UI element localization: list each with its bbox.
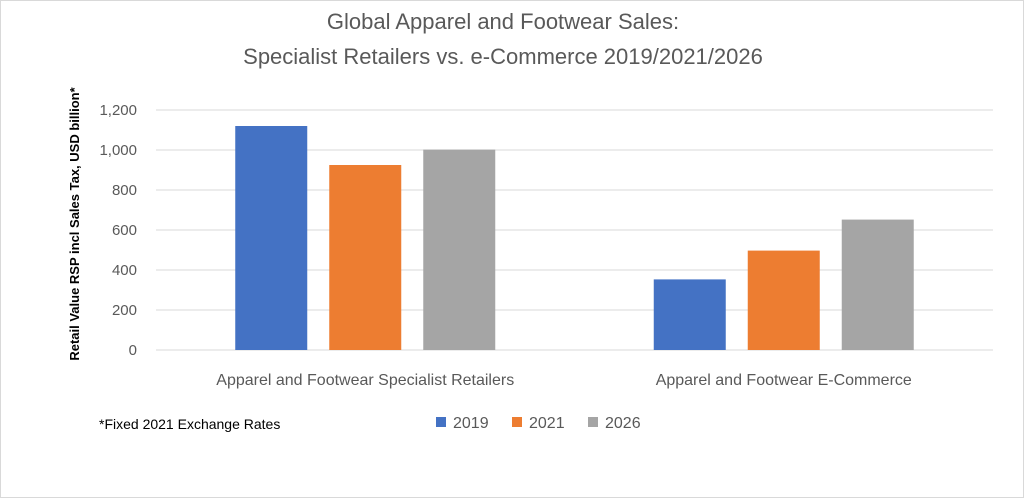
legend-label-2021: 2021 (529, 415, 565, 432)
y-tick-label: 800 (112, 182, 137, 199)
y-tick-label: 600 (112, 222, 137, 239)
y-tick-label: 200 (112, 302, 137, 319)
legend-swatch-2026 (588, 417, 598, 427)
x-axis-categories: Apparel and Footwear Specialist Retailer… (216, 372, 912, 389)
chart-title-line-1: Global Apparel and Footwear Sales: (327, 9, 679, 34)
legend-label-2026: 2026 (605, 415, 641, 432)
y-tick-label: 400 (112, 262, 137, 279)
legend: 2019 2021 2026 (436, 415, 641, 432)
legend-label-2019: 2019 (453, 415, 489, 432)
legend-swatch-2021 (512, 417, 522, 427)
bar-2021-specialist-retailers (329, 165, 402, 350)
bar-2026-specialist-retailers (423, 149, 496, 350)
y-axis-label: Retail Value RSP incl Sales Tax, USD bil… (67, 86, 82, 360)
bar-2026-e-commerce (841, 219, 914, 350)
bar-2019-e-commerce (653, 279, 726, 350)
bars (235, 126, 914, 350)
y-tick-label: 0 (129, 342, 137, 359)
y-tick-label: 1,000 (99, 142, 137, 159)
y-axis-ticks: 0 200 400 600 800 1,000 1,200 (99, 102, 137, 359)
bar-2019-specialist-retailers (235, 126, 308, 350)
x-category-label: Apparel and Footwear Specialist Retailer… (216, 372, 514, 389)
bar-2021-e-commerce (747, 250, 820, 350)
footnote: *Fixed 2021 Exchange Rates (99, 416, 280, 432)
legend-swatch-2019 (436, 417, 446, 427)
chart-title-line-2: Specialist Retailers vs. e-Commerce 2019… (243, 44, 763, 69)
x-category-label: Apparel and Footwear E-Commerce (656, 372, 912, 389)
y-tick-label: 1,200 (99, 102, 137, 119)
